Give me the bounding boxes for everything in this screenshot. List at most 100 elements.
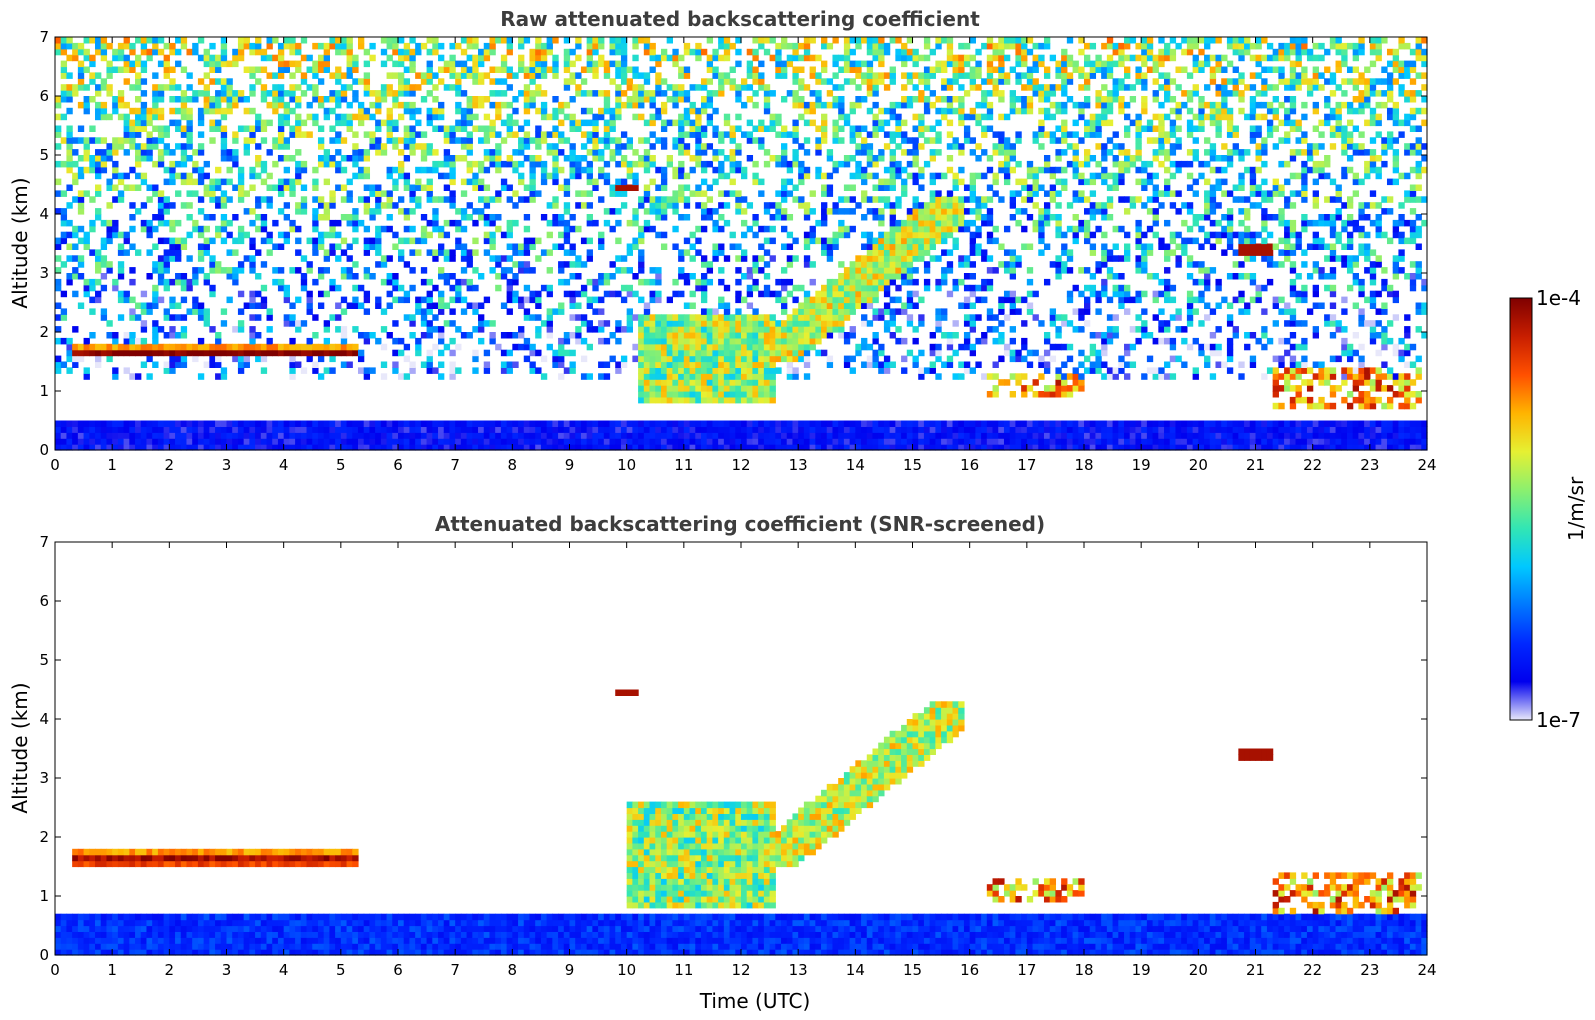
heatmap-cell [306,267,313,274]
heatmap-cell [546,432,553,439]
heatmap-cell [826,326,834,333]
heatmap-cell [352,160,359,168]
heatmap-cell [603,143,611,150]
heatmap-cell [443,343,451,351]
heatmap-cell [209,196,216,203]
heatmap-cell [803,420,811,427]
heatmap-cell [112,231,119,239]
heatmap-cell [89,219,96,227]
heatmap-cell [552,37,559,44]
heatmap-cell [906,349,914,357]
heatmap-cell [838,225,845,233]
heatmap-cell [712,396,719,404]
heatmap-cell [569,361,576,368]
heatmap-cell [357,113,365,121]
heatmap-cell [558,214,565,221]
heatmap-cell [363,296,371,304]
heatmap-cell [615,444,622,451]
heatmap-cell [798,320,805,327]
heatmap-cell [209,107,216,115]
heatmap-cell [106,60,113,68]
heatmap-cell [615,60,622,68]
heatmap-cell [638,196,645,203]
heatmap-cell [803,37,811,44]
heatmap-cell [403,125,411,132]
heatmap-cell [763,125,771,132]
heatmap-cell [598,137,605,144]
heatmap-cell [741,349,748,357]
heatmap-cell [312,249,319,256]
heatmap-cell [872,113,879,121]
heatmap-cell [552,444,559,451]
heatmap-cell [815,337,822,345]
heatmap-cell [592,131,599,138]
heatmap-cell [180,343,188,351]
heatmap-cell [106,225,113,233]
heatmap-cell [146,137,153,144]
heatmap-cell [146,143,153,150]
heatmap-cell [580,284,588,292]
heatmap-cell [266,119,273,127]
heatmap-cell [615,96,622,103]
heatmap-cell [340,249,348,256]
heatmap-cell [689,131,696,138]
heatmap-cell [752,355,759,363]
heatmap-cell [746,131,754,138]
heatmap-cell [483,219,491,227]
heatmap-cell [700,296,708,304]
heatmap-cell [386,432,393,439]
heatmap-cell [735,320,742,327]
heatmap-cell [695,432,702,439]
heatmap-cell [643,326,651,333]
heatmap-cell [209,420,216,427]
heatmap-cell [375,426,382,433]
heatmap-cell [289,432,296,439]
heatmap-cell [689,101,696,109]
heatmap-cell [403,426,411,433]
heatmap-cell [569,155,576,162]
heatmap-cell [255,78,262,85]
heatmap-cell [826,420,834,427]
heatmap-cell [500,119,508,127]
heatmap-cell [706,184,714,191]
heatmap-cell [706,361,714,368]
heatmap-cell [603,361,611,368]
heatmap-cell [152,290,159,298]
heatmap-cell [792,48,799,56]
heatmap-cell [112,343,119,351]
heatmap-cell [226,107,233,115]
heatmap-cell [592,184,599,191]
heatmap-cell [152,261,159,268]
heatmap-cell [243,426,250,433]
heatmap-cell [363,172,371,180]
heatmap-cell [798,337,805,345]
heatmap-cell [912,137,919,144]
heatmap-cell [249,42,256,50]
heatmap-cell [883,426,891,433]
heatmap-cell [512,96,519,103]
heatmap-cell [157,48,165,56]
heatmap-cell [735,166,742,174]
heatmap-cell [478,273,485,280]
heatmap-cell [237,438,245,445]
heatmap-cell [60,432,68,439]
heatmap-cell [352,284,359,292]
heatmap-cell [638,96,645,103]
heatmap-cell [72,343,79,351]
heatmap-cell [815,432,822,439]
heatmap-cell [175,125,182,132]
heatmap-cell [718,243,725,250]
heatmap-cell [426,48,433,56]
heatmap-cell [283,420,290,427]
heatmap-cell [678,255,685,262]
heatmap-cell [815,137,822,144]
heatmap-cell [832,208,839,215]
heatmap-cell [615,361,622,368]
heatmap-cell [758,125,765,132]
heatmap-cell [775,438,782,445]
heatmap-cell [666,160,673,168]
heatmap-cell [632,101,639,109]
heatmap-cell [849,137,856,144]
heatmap-cell [232,249,239,256]
heatmap-cell [77,66,85,73]
